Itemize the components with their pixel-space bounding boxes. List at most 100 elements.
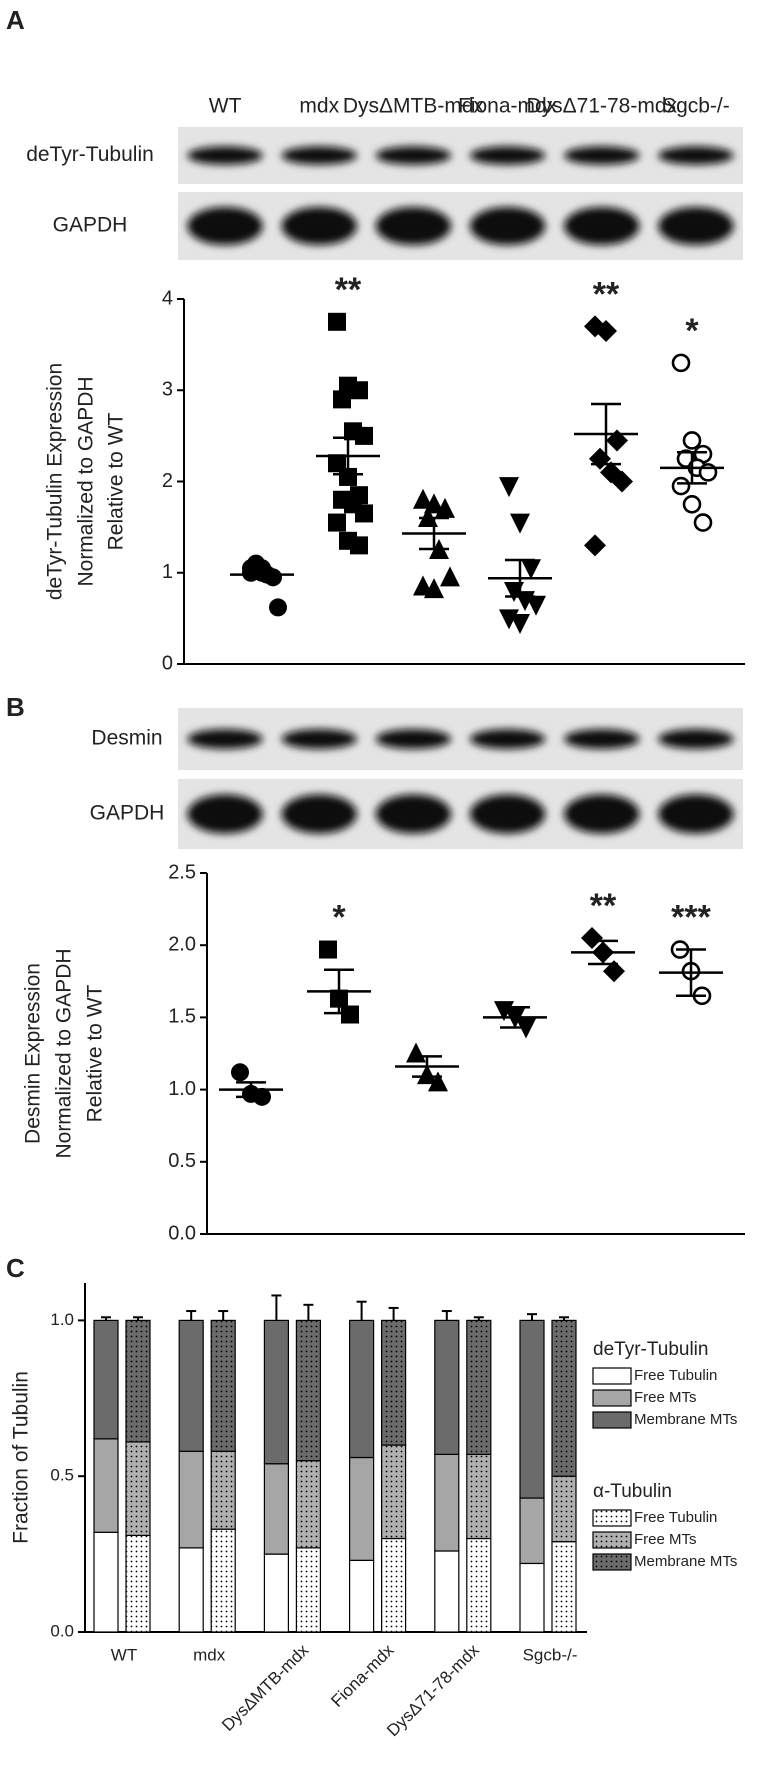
y-axis-label: Desmin Expression [22, 963, 45, 1144]
pattern-overlay [126, 1320, 150, 1442]
lane-label: mdx [299, 95, 339, 118]
blot-band [281, 794, 357, 834]
legend-label: Free MTs [634, 1531, 697, 1548]
y-axis-label: Normalized to GAPDH [75, 376, 98, 586]
data-point [510, 613, 530, 634]
panel-letter: C [6, 1253, 25, 1283]
data-point [350, 381, 368, 400]
blot-strip [178, 708, 743, 770]
pattern-overlay [296, 1320, 321, 1461]
pattern-overlay [552, 1320, 576, 1477]
data-point [253, 559, 271, 578]
pattern-overlay [466, 1538, 491, 1632]
pattern-overlay [593, 1510, 631, 1526]
x-tick-label: mdx [193, 1645, 226, 1664]
y-tick-label: 4 [162, 287, 173, 309]
blot-band [469, 794, 546, 834]
lane-label: DysΔ71-78-mdx [526, 95, 677, 118]
y-tick-label: 2.0 [168, 933, 196, 955]
bar-segment [263, 1463, 289, 1555]
blot-band [375, 146, 452, 165]
data-point [611, 470, 633, 493]
blot-band [658, 146, 734, 165]
bar-segment [178, 1319, 204, 1452]
blot-label: Desmin [91, 727, 162, 750]
significance-label: *** [671, 899, 711, 937]
y-tick-label: 0 [162, 652, 173, 674]
significance-label: ** [593, 275, 620, 313]
blot-band [658, 206, 734, 246]
significance-label: ** [335, 271, 362, 309]
data-point [440, 566, 460, 587]
data-point [355, 504, 373, 523]
legend-label: Membrane MTs [634, 1553, 737, 1570]
y-tick-label: 1.0 [168, 1078, 196, 1100]
pattern-overlay [552, 1476, 576, 1542]
lane-label: WT [209, 95, 242, 118]
blot-band [469, 206, 546, 246]
data-point [319, 940, 337, 959]
data-point [355, 426, 373, 445]
y-axis-label: Relative to WT [84, 984, 107, 1122]
y-tick-label: 2.5 [168, 861, 196, 883]
pattern-overlay [211, 1529, 236, 1632]
bar-segment [434, 1319, 460, 1455]
x-tick-label: DysΔMTB-mdx [218, 1640, 313, 1735]
blot-band [187, 729, 263, 749]
blot-band [375, 729, 452, 749]
legend-title: deTyr-Tubulin [593, 1339, 708, 1360]
data-point [606, 429, 628, 452]
pattern-overlay [466, 1320, 491, 1455]
pattern-overlay [211, 1451, 236, 1530]
pattern-overlay [126, 1535, 150, 1632]
bar-segment [93, 1319, 119, 1440]
blot-band [281, 729, 357, 749]
blot-band [564, 146, 640, 165]
data-point [333, 390, 351, 409]
legend-label: Free MTs [634, 1389, 697, 1406]
bar-segment [263, 1553, 289, 1633]
pattern-overlay [552, 1541, 576, 1632]
data-point [499, 477, 519, 498]
blot-band [281, 206, 357, 246]
data-point [682, 431, 702, 450]
significance-label: * [332, 899, 346, 937]
data-point [521, 559, 541, 580]
data-point [671, 476, 691, 496]
blot-label: GAPDH [90, 802, 165, 825]
lane-label: Sgcb-/- [662, 95, 730, 118]
legend-swatch [592, 1411, 632, 1429]
data-point [350, 536, 368, 555]
bar-segment [263, 1319, 289, 1465]
blot-band [281, 146, 357, 165]
pattern-overlay [381, 1320, 406, 1446]
blot-band [469, 146, 546, 165]
y-axis-label: deTyr-Tubulin Expression [44, 363, 67, 600]
data-point [328, 312, 346, 331]
legend-swatch [592, 1367, 632, 1385]
data-point [231, 1063, 249, 1082]
bar-segment [519, 1497, 545, 1565]
legend-label: Membrane MTs [634, 1411, 737, 1428]
pattern-overlay [466, 1454, 491, 1539]
bar-segment [349, 1559, 375, 1633]
blot-band [564, 206, 640, 246]
y-tick-label: 0.5 [168, 1150, 196, 1172]
significance-label: ** [590, 887, 617, 925]
data-point [435, 497, 455, 518]
lane-label: Fiona-mdx [458, 95, 558, 118]
bar-segment [519, 1562, 545, 1633]
x-tick-label: DysΔ71-78-mdx [383, 1640, 483, 1740]
pattern-overlay [381, 1538, 406, 1632]
y-tick-label: 0.5 [50, 1466, 74, 1485]
data-point [339, 467, 357, 486]
blot-label: GAPDH [53, 214, 128, 237]
y-tick-label: 1 [162, 561, 173, 583]
data-point [406, 1042, 426, 1063]
significance-label: * [685, 312, 699, 350]
y-tick-label: 0.0 [168, 1222, 196, 1244]
data-point [581, 926, 603, 949]
legend-title: α-Tubulin [593, 1481, 672, 1502]
bar-segment [349, 1456, 375, 1561]
